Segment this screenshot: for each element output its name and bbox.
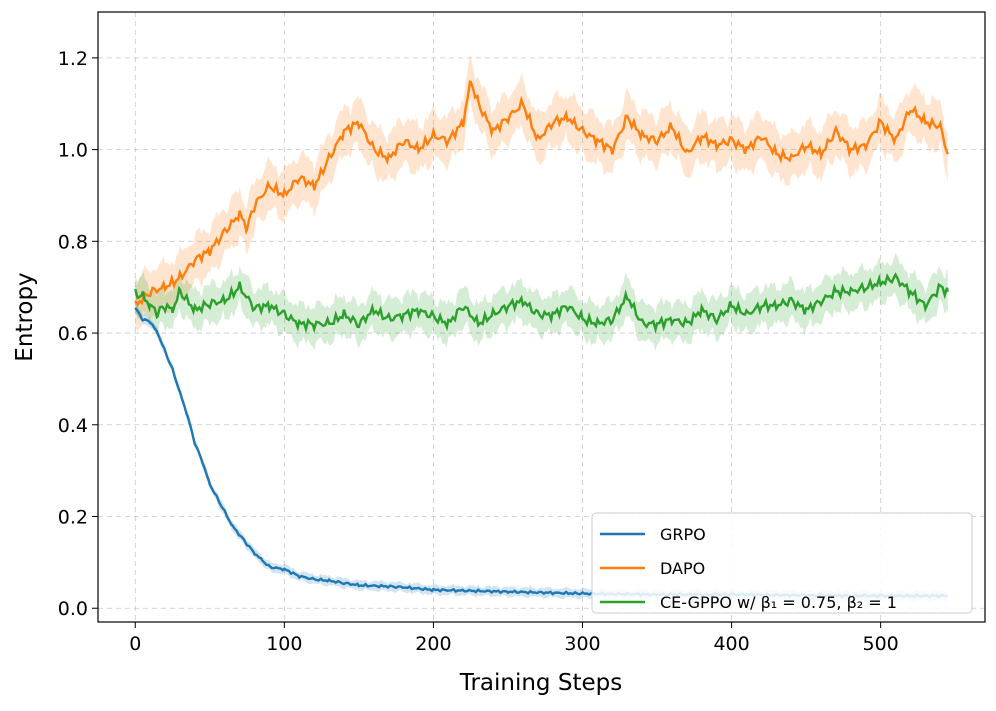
- y-tick-label: 0.2: [58, 507, 88, 529]
- x-tick-label: 300: [564, 633, 600, 655]
- y-tick-label: 0.0: [58, 598, 88, 620]
- series-line-2: [134, 272, 949, 335]
- y-tick-label: 0.4: [58, 415, 88, 437]
- x-tick-label: 200: [415, 633, 451, 655]
- legend-label: DAPO: [660, 559, 705, 578]
- x-tick-label: 400: [713, 633, 749, 655]
- band-1: [135, 54, 948, 333]
- legend-box: [591, 512, 973, 614]
- confidence-bands: [135, 54, 948, 603]
- x-tick-label: 100: [266, 633, 302, 655]
- grid: [98, 12, 985, 622]
- y-tick-label: 1.0: [58, 140, 88, 162]
- x-axis-label: Training Steps: [459, 670, 622, 696]
- x-tick-label: 0: [129, 633, 141, 655]
- y-tick-label: 1.2: [58, 48, 88, 70]
- plot-frame: [97, 11, 986, 623]
- axis-ticks: 0 100 200 300 400 500 0.0 0.2 0.4 0.6 0.8 1.0 1.2: [58, 48, 899, 655]
- y-axis-label: Entropy: [12, 272, 38, 361]
- legend: GRPO DAPO CE-GPPO w/ β₁ = 0.75, β₂ = 1: [591, 512, 973, 614]
- band-2: [135, 253, 948, 352]
- series-line-1: [134, 80, 949, 308]
- legend-label: GRPO: [660, 525, 706, 544]
- y-tick-label: 0.6: [58, 323, 88, 345]
- y-tick-label: 0.8: [58, 231, 88, 253]
- x-tick-label: 500: [863, 633, 899, 655]
- legend-label: CE-GPPO w/ β₁ = 0.75, β₂ = 1: [660, 593, 897, 612]
